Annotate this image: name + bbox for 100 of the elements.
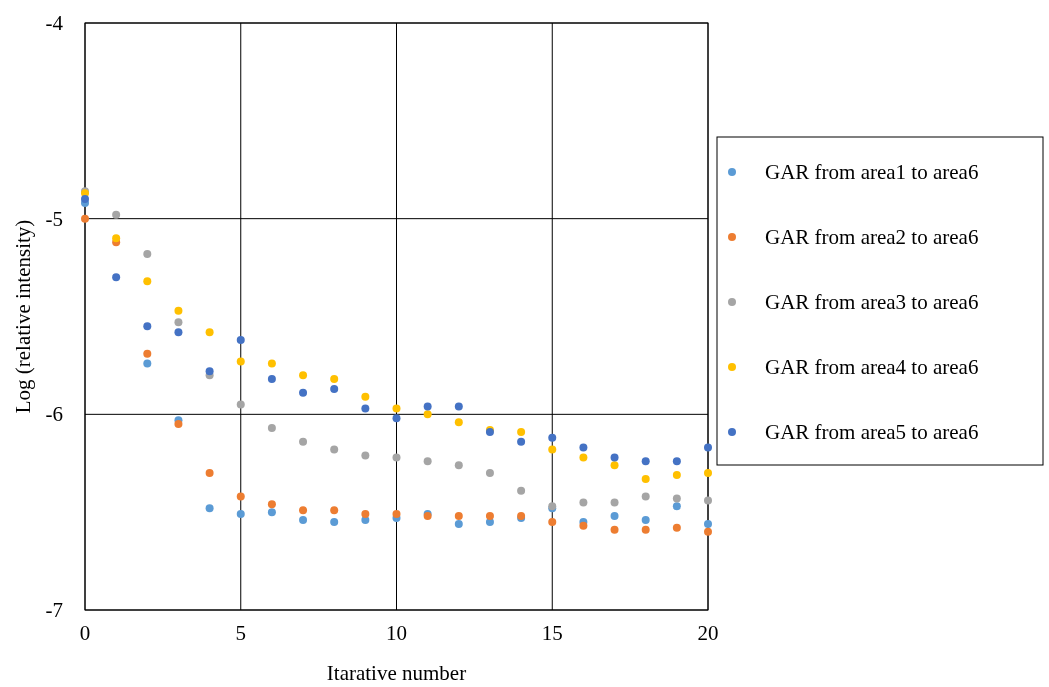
x-tick-label: 20: [697, 621, 719, 645]
legend-label: GAR from area4 to area6: [765, 355, 979, 379]
point: [236, 492, 245, 501]
point: [641, 492, 650, 501]
point: [299, 515, 308, 524]
x-tick-label: 0: [79, 621, 91, 645]
point: [392, 414, 401, 423]
legend-label: GAR from area3 to area6: [765, 290, 979, 314]
point: [579, 498, 588, 507]
point: [641, 474, 650, 483]
legend-label: GAR from area5 to area6: [765, 420, 979, 444]
point: [454, 418, 463, 427]
y-tick-label: -7: [45, 598, 63, 622]
point: [361, 510, 370, 519]
point: [517, 437, 526, 446]
y-tick-label: -5: [45, 206, 63, 231]
point: [423, 402, 432, 411]
point: [704, 443, 712, 452]
x-axis-title: Itarative number: [326, 661, 467, 685]
x-tick-label: 5: [235, 621, 246, 645]
point: [267, 508, 276, 517]
point: [267, 359, 276, 368]
point: [517, 486, 526, 495]
point: [579, 521, 588, 530]
point: [392, 510, 401, 519]
point: [672, 494, 681, 503]
point: [143, 277, 152, 286]
point: [299, 388, 308, 397]
point: [361, 392, 370, 401]
point: [485, 512, 494, 521]
point: [236, 335, 245, 344]
point: [672, 502, 681, 511]
point: [454, 519, 463, 528]
point: [672, 470, 681, 479]
point: [610, 453, 619, 462]
point: [330, 375, 339, 384]
y-axis-title: Log (relative intensity): [11, 219, 35, 414]
point: [641, 525, 650, 534]
point: [143, 359, 152, 368]
point: [330, 506, 339, 515]
point: [236, 357, 245, 366]
point: [205, 328, 214, 337]
x-tick-label: 15: [541, 621, 563, 645]
legend-label: GAR from area1 to area6: [765, 160, 979, 184]
point: [143, 322, 152, 331]
point: [548, 445, 557, 454]
point: [81, 214, 89, 223]
point: [236, 510, 245, 519]
point: [205, 469, 214, 478]
point: [174, 318, 183, 327]
point: [548, 433, 557, 442]
point: [672, 457, 681, 466]
point: [267, 424, 276, 433]
point: [641, 515, 650, 524]
y-tick-label: -4: [45, 11, 64, 35]
point: [267, 375, 276, 384]
point: [112, 273, 121, 282]
point: [485, 469, 494, 478]
x-tick-label: 10: [386, 621, 407, 645]
point: [548, 517, 557, 526]
point: [174, 420, 183, 429]
point: [174, 328, 183, 337]
point: [392, 453, 401, 462]
point: [454, 461, 463, 470]
point: [112, 210, 121, 219]
point: [236, 400, 245, 409]
point: [641, 457, 650, 466]
point: [454, 402, 463, 411]
legend-label: GAR from area2 to area6: [765, 225, 979, 249]
point: [610, 525, 619, 534]
point: [610, 461, 619, 470]
point: [330, 445, 339, 454]
point: [205, 367, 214, 376]
y-tick-label: -6: [45, 402, 63, 427]
point: [330, 384, 339, 393]
point: [174, 306, 183, 315]
point: [610, 512, 619, 521]
point: [579, 453, 588, 462]
point: [361, 404, 370, 413]
point: [361, 451, 370, 460]
point: [454, 512, 463, 521]
point: [112, 234, 121, 243]
point: [205, 504, 214, 513]
point: [704, 496, 712, 505]
point: [423, 410, 432, 419]
point: [392, 404, 401, 413]
point: [704, 519, 712, 528]
point: [267, 500, 276, 509]
point: [610, 498, 619, 507]
point: [672, 523, 681, 532]
point: [143, 249, 152, 258]
point: [299, 437, 308, 446]
point: [299, 371, 308, 380]
point: [704, 527, 712, 536]
point: [299, 506, 308, 515]
point: [330, 517, 339, 526]
point: [143, 349, 152, 358]
point: [81, 195, 89, 204]
point: [704, 469, 712, 478]
point: [423, 457, 432, 466]
